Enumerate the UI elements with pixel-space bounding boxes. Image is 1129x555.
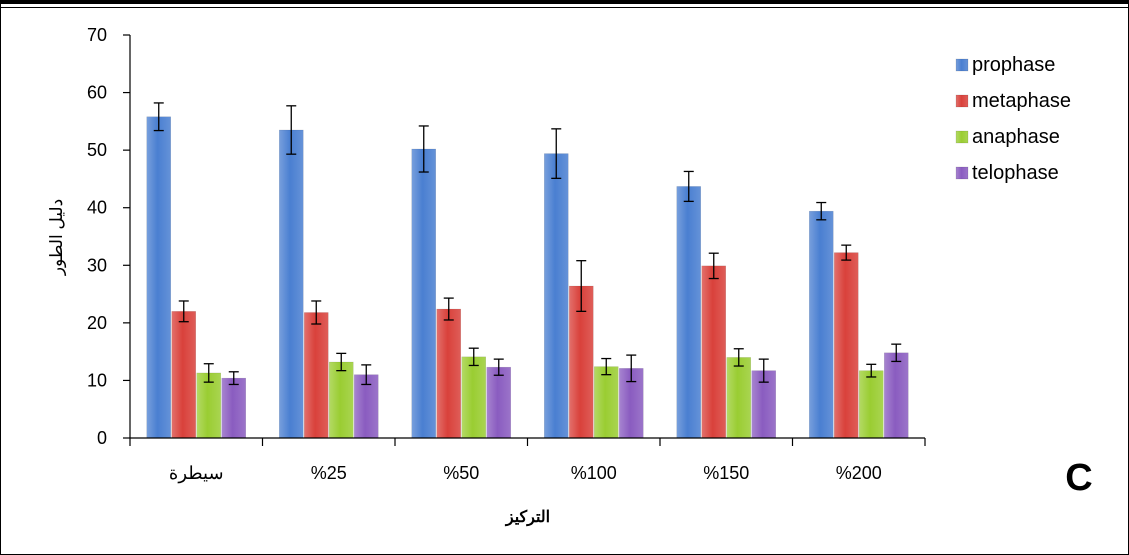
bar-telophase-5 bbox=[884, 352, 909, 439]
x-tick-label-0: سيطرة bbox=[169, 463, 224, 484]
y-axis-title: دليل الطور bbox=[47, 199, 67, 276]
bar-anaphase-2 bbox=[461, 356, 486, 439]
legend: prophase metaphase anaphase telophase bbox=[955, 54, 1071, 184]
x-tick-label-3: %100 bbox=[571, 463, 617, 483]
bar-prophase-0 bbox=[146, 116, 171, 439]
y-tick-label-30: 30 bbox=[87, 255, 107, 275]
x-tick-label-5: %200 bbox=[836, 463, 882, 483]
legend-swatch-anaphase bbox=[955, 130, 969, 144]
bar-anaphase-4 bbox=[726, 357, 751, 439]
legend-swatch-prophase bbox=[955, 58, 969, 72]
legend-label-prophase: prophase bbox=[972, 54, 1055, 76]
bar-metaphase-5 bbox=[834, 252, 859, 439]
bar-anaphase-1 bbox=[329, 361, 354, 439]
x-tick-label-1: %25 bbox=[311, 463, 347, 483]
bar-telophase-0 bbox=[221, 377, 246, 439]
bar-prophase-3 bbox=[544, 153, 569, 439]
y-tick-label-10: 10 bbox=[87, 370, 107, 390]
legend-label-metaphase: metaphase bbox=[972, 90, 1071, 112]
x-tick-label-4: %150 bbox=[703, 463, 749, 483]
top-border-inner bbox=[0, 7, 1129, 8]
bar-anaphase-0 bbox=[196, 372, 221, 439]
bar-metaphase-0 bbox=[171, 311, 196, 439]
x-tick-label-2: %50 bbox=[443, 463, 479, 483]
legend-swatch-telophase bbox=[955, 166, 969, 180]
axes-group bbox=[129, 35, 925, 439]
bar-telophase-2 bbox=[486, 366, 511, 439]
x-axis-title: التركيز bbox=[505, 509, 550, 527]
legend-label-telophase: telophase bbox=[972, 162, 1059, 184]
bar-metaphase-1 bbox=[304, 312, 329, 439]
y-tick-label-60: 60 bbox=[87, 83, 107, 103]
panel-label: C bbox=[1065, 457, 1092, 499]
bar-anaphase-5 bbox=[859, 370, 884, 439]
bar-anaphase-3 bbox=[594, 366, 619, 439]
bar-metaphase-4 bbox=[701, 265, 726, 439]
y-tick-label-0: 0 bbox=[97, 428, 107, 448]
x-ticks-group: سيطرة %25 %50 %100 %150 %200 bbox=[129, 438, 926, 484]
bar-prophase-2 bbox=[411, 148, 436, 439]
bar-prophase-4 bbox=[676, 186, 701, 439]
top-border bbox=[0, 0, 1129, 4]
y-tick-label-70: 70 bbox=[87, 25, 107, 45]
legend-swatch-metaphase bbox=[955, 94, 969, 108]
bar-prophase-5 bbox=[809, 210, 834, 439]
error-bars-group bbox=[153, 102, 902, 386]
y-ticks-group: 0 10 20 30 40 50 60 70 bbox=[87, 25, 130, 448]
bar-metaphase-2 bbox=[436, 308, 461, 439]
legend-label-anaphase: anaphase bbox=[972, 126, 1060, 148]
y-tick-label-50: 50 bbox=[87, 140, 107, 160]
bar-prophase-1 bbox=[279, 129, 304, 439]
y-tick-label-40: 40 bbox=[87, 198, 107, 218]
y-tick-label-20: 20 bbox=[87, 313, 107, 333]
bars-group bbox=[146, 116, 909, 439]
